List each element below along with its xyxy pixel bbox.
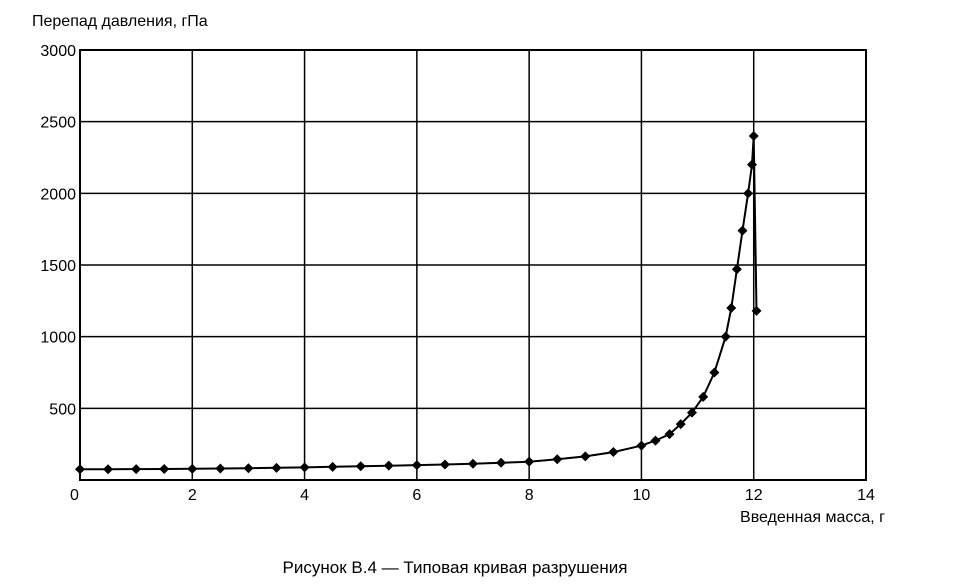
x-tick-labels: 0 2 4 6 8 10 12 14 bbox=[70, 487, 875, 504]
data-point-marker bbox=[751, 305, 762, 316]
data-point-marker bbox=[580, 451, 591, 462]
data-point-marker bbox=[747, 159, 758, 170]
data-point-marker bbox=[411, 460, 422, 471]
y-tick-label: 1000 bbox=[40, 330, 76, 347]
data-point-marker bbox=[743, 188, 754, 199]
series-line bbox=[80, 135, 758, 471]
y-tick-label: 500 bbox=[49, 401, 76, 418]
data-point-marker bbox=[686, 407, 697, 418]
data-point-marker bbox=[468, 458, 478, 469]
plot-frame bbox=[79, 49, 867, 481]
x-tick-label: 8 bbox=[525, 487, 534, 504]
data-point-marker bbox=[103, 464, 114, 475]
data-point-marker bbox=[675, 419, 686, 430]
data-point-marker bbox=[720, 331, 731, 342]
data-point-marker bbox=[215, 463, 226, 474]
x-tick-label: 12 bbox=[745, 487, 763, 504]
data-point-marker bbox=[698, 391, 709, 402]
data-point-marker bbox=[299, 462, 310, 473]
data-point-marker bbox=[187, 463, 198, 474]
data-point-marker bbox=[636, 440, 647, 451]
y-tick-label: 1500 bbox=[40, 258, 76, 275]
x-tick-label: 10 bbox=[633, 487, 651, 504]
x-tick-label: 4 bbox=[300, 487, 309, 504]
data-point-marker bbox=[496, 457, 507, 468]
figure-caption: Рисунок В.4 — Типовая кривая разрушения bbox=[283, 558, 628, 577]
data-point-marker bbox=[731, 264, 742, 275]
data-point-marker bbox=[726, 303, 737, 313]
data-point-marker bbox=[664, 429, 675, 440]
x-tick-label: 2 bbox=[188, 487, 197, 504]
series-layer bbox=[75, 131, 762, 475]
data-point-marker bbox=[524, 456, 535, 467]
y-axis-label: Перепад давления, гПа bbox=[32, 13, 208, 30]
grid bbox=[79, 49, 867, 480]
data-point-marker bbox=[650, 435, 661, 446]
y-tick-label: 2000 bbox=[40, 186, 76, 203]
data-point-marker bbox=[75, 464, 85, 475]
y-tick-label: 3000 bbox=[40, 43, 76, 60]
data-point-marker bbox=[439, 459, 450, 470]
y-tick-labels: 500 1000 1500 2000 2500 3000 bbox=[40, 43, 76, 418]
data-point-marker bbox=[748, 131, 759, 141]
x-tick-label: 0 bbox=[70, 487, 79, 504]
x-tick-label: 6 bbox=[412, 487, 421, 504]
data-point-marker bbox=[243, 463, 254, 474]
data-point-marker bbox=[271, 462, 282, 473]
data-point-marker bbox=[355, 461, 366, 472]
data-point-marker bbox=[159, 463, 170, 474]
data-point-marker bbox=[552, 454, 563, 465]
y-tick-label: 2500 bbox=[40, 115, 76, 132]
x-tick-label: 14 bbox=[857, 487, 875, 504]
data-point-marker bbox=[131, 464, 142, 475]
data-point-marker bbox=[709, 367, 720, 378]
data-point-marker bbox=[737, 225, 748, 236]
x-axis-label: Введенная масса, г bbox=[740, 509, 885, 526]
data-point-marker bbox=[383, 460, 394, 471]
data-point-marker bbox=[327, 461, 338, 472]
data-point-marker bbox=[608, 447, 619, 458]
